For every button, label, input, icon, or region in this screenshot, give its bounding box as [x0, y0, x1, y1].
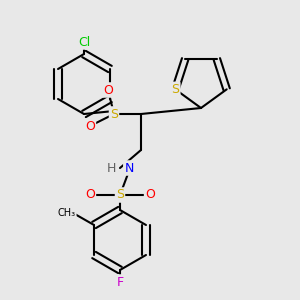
Text: F: F: [116, 275, 124, 289]
Text: S: S: [171, 83, 179, 96]
Text: S: S: [116, 188, 124, 202]
Text: H: H: [106, 161, 116, 175]
Text: N: N: [124, 161, 134, 175]
Text: O: O: [85, 119, 95, 133]
Text: O: O: [85, 188, 95, 202]
Text: CH₃: CH₃: [58, 208, 76, 218]
Text: S: S: [110, 107, 118, 121]
Text: O: O: [103, 83, 113, 97]
Text: Cl: Cl: [78, 35, 90, 49]
Text: O: O: [145, 188, 155, 202]
